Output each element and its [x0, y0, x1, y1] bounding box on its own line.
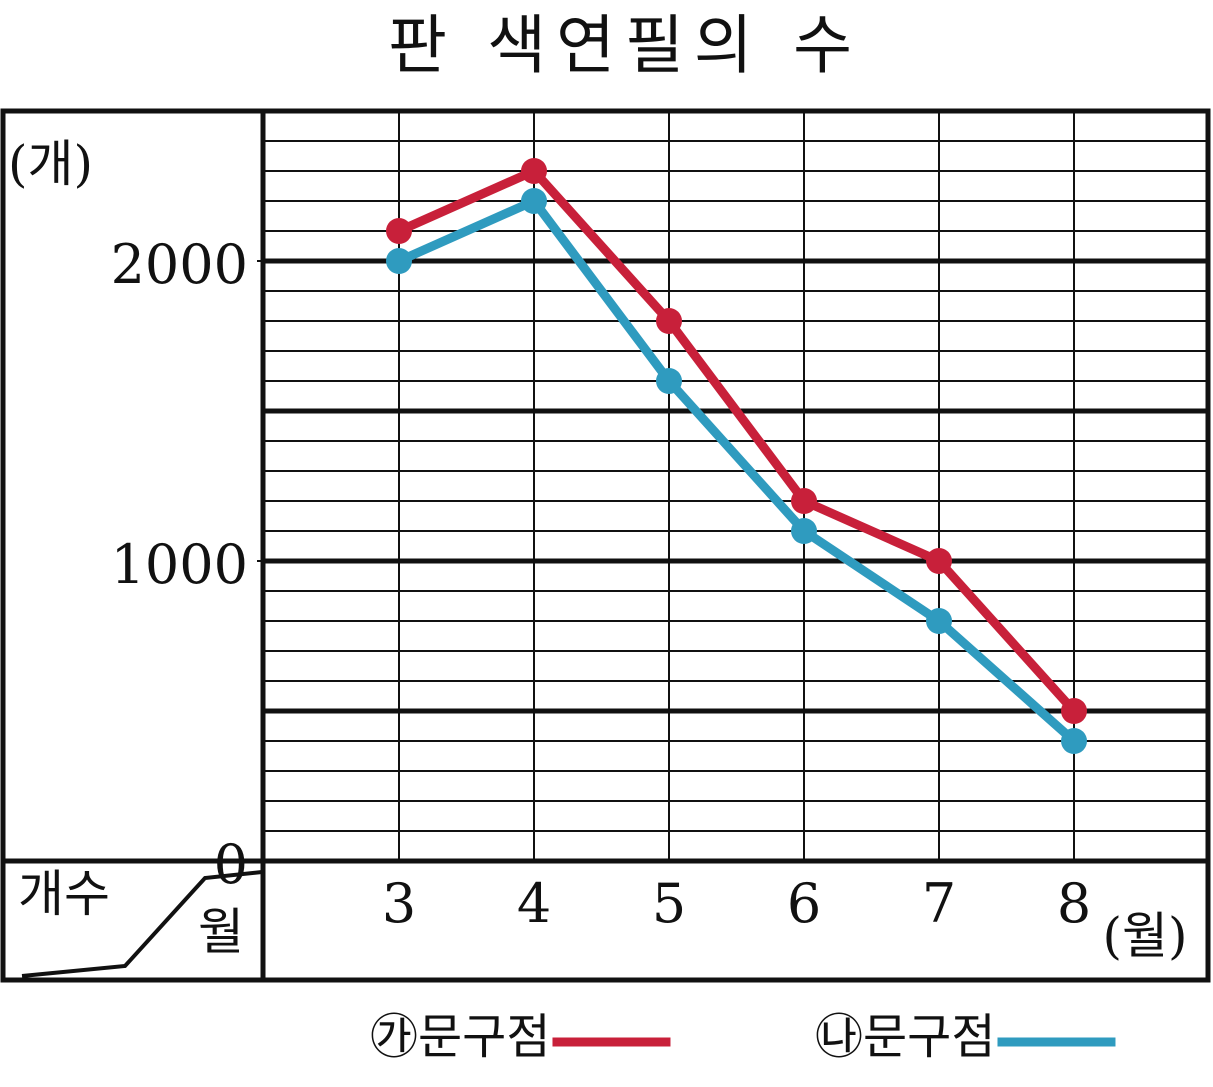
x-tick-label: 6 [787, 872, 821, 935]
data-point [521, 188, 547, 214]
x-tick-label: 8 [1057, 872, 1091, 935]
legend: ㉮문구점 ㉯문구점 [370, 1009, 1116, 1065]
data-point [521, 158, 547, 184]
y-tick-label: 0 [214, 833, 248, 896]
corner-diagonal [21, 870, 263, 978]
chart-title: 판 색연필의 수 [388, 10, 862, 84]
legend-label: ㉯문구점 [815, 1009, 995, 1065]
corner-label: 개수 [18, 865, 110, 923]
data-point [791, 518, 817, 544]
x-axis-label: (월) [1102, 907, 1187, 965]
y-tick-label: 1000 [111, 533, 248, 596]
data-point [791, 488, 817, 514]
data-point [1061, 698, 1087, 724]
legend-label: ㉮문구점 [370, 1009, 550, 1065]
data-point [926, 548, 952, 574]
series-line [397, 196, 1077, 745]
frame [0, 108, 1211, 983]
x-tick-label: 4 [517, 872, 551, 935]
data-point [656, 368, 682, 394]
data-point [386, 218, 412, 244]
grid: 0 1000 2000 3 4 5 6 7 8 [111, 111, 1208, 935]
data-point [1061, 728, 1087, 754]
x-tick-label: 3 [382, 872, 416, 935]
plot [386, 158, 1087, 754]
data-point [656, 308, 682, 334]
y-tick-label: 2000 [111, 233, 248, 296]
corner-label: 월 [198, 903, 244, 961]
x-tick-label: 5 [652, 872, 686, 935]
x-tick-label: 7 [922, 872, 956, 935]
y-axis-label: (개) [8, 135, 93, 193]
series-line [397, 166, 1078, 715]
data-point [386, 248, 412, 274]
data-point [926, 608, 952, 634]
